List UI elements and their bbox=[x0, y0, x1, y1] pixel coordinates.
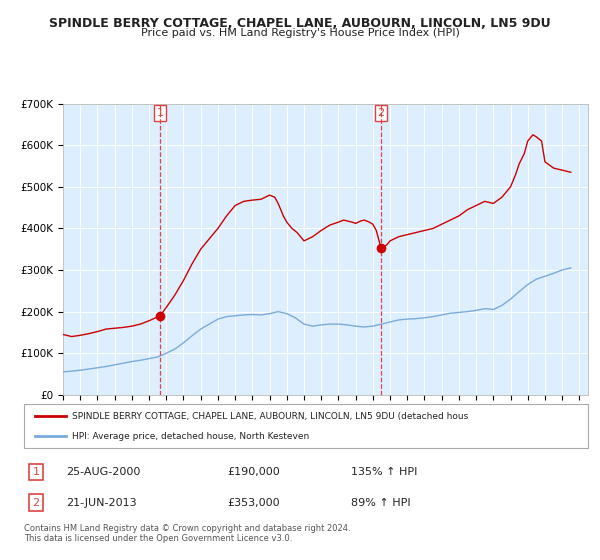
Text: 1: 1 bbox=[157, 108, 164, 118]
Text: Contains HM Land Registry data © Crown copyright and database right 2024.
This d: Contains HM Land Registry data © Crown c… bbox=[24, 524, 350, 543]
Text: £190,000: £190,000 bbox=[227, 467, 280, 477]
Text: 1: 1 bbox=[32, 467, 40, 477]
Text: SPINDLE BERRY COTTAGE, CHAPEL LANE, AUBOURN, LINCOLN, LN5 9DU (detached hous: SPINDLE BERRY COTTAGE, CHAPEL LANE, AUBO… bbox=[72, 412, 468, 421]
Text: 2: 2 bbox=[377, 108, 385, 118]
Text: £353,000: £353,000 bbox=[227, 498, 280, 507]
Text: 21-JUN-2013: 21-JUN-2013 bbox=[66, 498, 137, 507]
Text: HPI: Average price, detached house, North Kesteven: HPI: Average price, detached house, Nort… bbox=[72, 432, 309, 441]
Text: 25-AUG-2000: 25-AUG-2000 bbox=[66, 467, 140, 477]
Text: 89% ↑ HPI: 89% ↑ HPI bbox=[351, 498, 411, 507]
Text: 2: 2 bbox=[32, 498, 40, 507]
FancyBboxPatch shape bbox=[24, 404, 588, 448]
Text: 135% ↑ HPI: 135% ↑ HPI bbox=[351, 467, 418, 477]
Text: Price paid vs. HM Land Registry's House Price Index (HPI): Price paid vs. HM Land Registry's House … bbox=[140, 28, 460, 38]
Text: SPINDLE BERRY COTTAGE, CHAPEL LANE, AUBOURN, LINCOLN, LN5 9DU: SPINDLE BERRY COTTAGE, CHAPEL LANE, AUBO… bbox=[49, 17, 551, 30]
